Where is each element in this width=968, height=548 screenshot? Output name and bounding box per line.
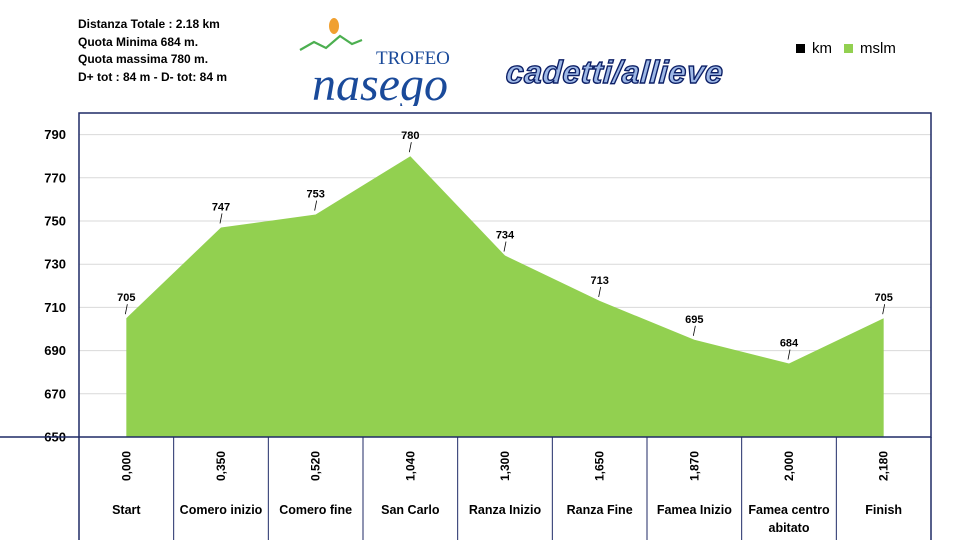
data-label: 734 (496, 230, 515, 242)
data-label: 753 (306, 189, 324, 201)
km-tick-label: 1,870 (687, 451, 701, 481)
y-tick-label: 670 (44, 386, 66, 401)
logo-main-text: nasego (312, 58, 448, 106)
category-label: Comero fine (279, 503, 352, 517)
y-tick-label: 790 (44, 127, 66, 142)
category-label: Famea Inizio (657, 503, 732, 517)
elevation-area (126, 156, 884, 437)
info-elevation-gain: D+ tot : 84 m - D- tot: 84 m (78, 69, 228, 84)
data-label: 695 (685, 314, 703, 326)
y-tick-label: 770 (44, 170, 66, 185)
plot-frame (78, 112, 932, 438)
logo-sun (329, 18, 339, 34)
info-total-distance: Distanza Totale : 2.18 km (78, 17, 220, 31)
data-leader-line (787, 349, 791, 360)
chart-legend: km mslm (796, 40, 896, 57)
data-label: 747 (212, 201, 230, 213)
y-tick-label: 690 (44, 343, 66, 358)
logo-mountain-line (299, 34, 363, 51)
data-label: 780 (401, 130, 419, 142)
data-label: 684 (780, 338, 799, 350)
km-tick-label: 0,000 (119, 451, 133, 481)
route-info: Distanza Totale : 2.18 km Quota Minima 6… (78, 16, 227, 86)
data-leader-line (408, 142, 412, 153)
legend-swatch-mslm (844, 44, 853, 53)
data-leader-line (314, 200, 318, 211)
category-label: Ranza Inizio (469, 503, 542, 517)
km-tick-label: 1,040 (403, 451, 417, 481)
trofeo-nasego-logo: TROFEO nasego (299, 18, 450, 106)
km-tick-label: 2,180 (877, 451, 891, 481)
category-label: San Carlo (381, 503, 440, 517)
info-min-altitude: Quota Minima 684 m. (78, 34, 199, 49)
legend-swatch-km (796, 44, 805, 53)
data-leader-line (219, 213, 223, 224)
category-label: Famea centro (748, 503, 830, 517)
km-tick-label: 1,650 (593, 451, 607, 481)
legend-label-mslm: mslm (860, 40, 896, 57)
info-max-altitude: Quota massima 780 m. (78, 52, 209, 66)
y-tick-label: 750 (44, 214, 66, 229)
data-leader-line (692, 325, 696, 336)
category-label: abitato (769, 521, 810, 535)
category-label: Finish (865, 503, 902, 517)
category-label: Start (112, 503, 141, 517)
km-tick-label: 0,350 (214, 451, 228, 481)
data-leader-line (598, 286, 602, 297)
legend-item-km: km (796, 40, 832, 57)
km-tick-label: 0,520 (309, 451, 323, 481)
logo-top-text: TROFEO (376, 48, 450, 69)
legend-item-mslm: mslm (844, 40, 896, 57)
y-tick-label: 730 (44, 257, 66, 272)
category-label: Comero inizio (180, 503, 263, 517)
data-label: 705 (874, 292, 892, 304)
data-leader-line (124, 304, 128, 315)
km-tick-label: 2,000 (782, 451, 796, 481)
data-label: 713 (590, 275, 608, 287)
data-leader-line (882, 304, 886, 315)
data-leader-line (503, 241, 507, 252)
legend-label-km: km (812, 40, 832, 57)
y-tick-label: 710 (44, 300, 66, 315)
category-label: Ranza Fine (567, 503, 633, 517)
km-tick-label: 1,300 (498, 451, 512, 481)
data-label: 705 (117, 292, 135, 304)
